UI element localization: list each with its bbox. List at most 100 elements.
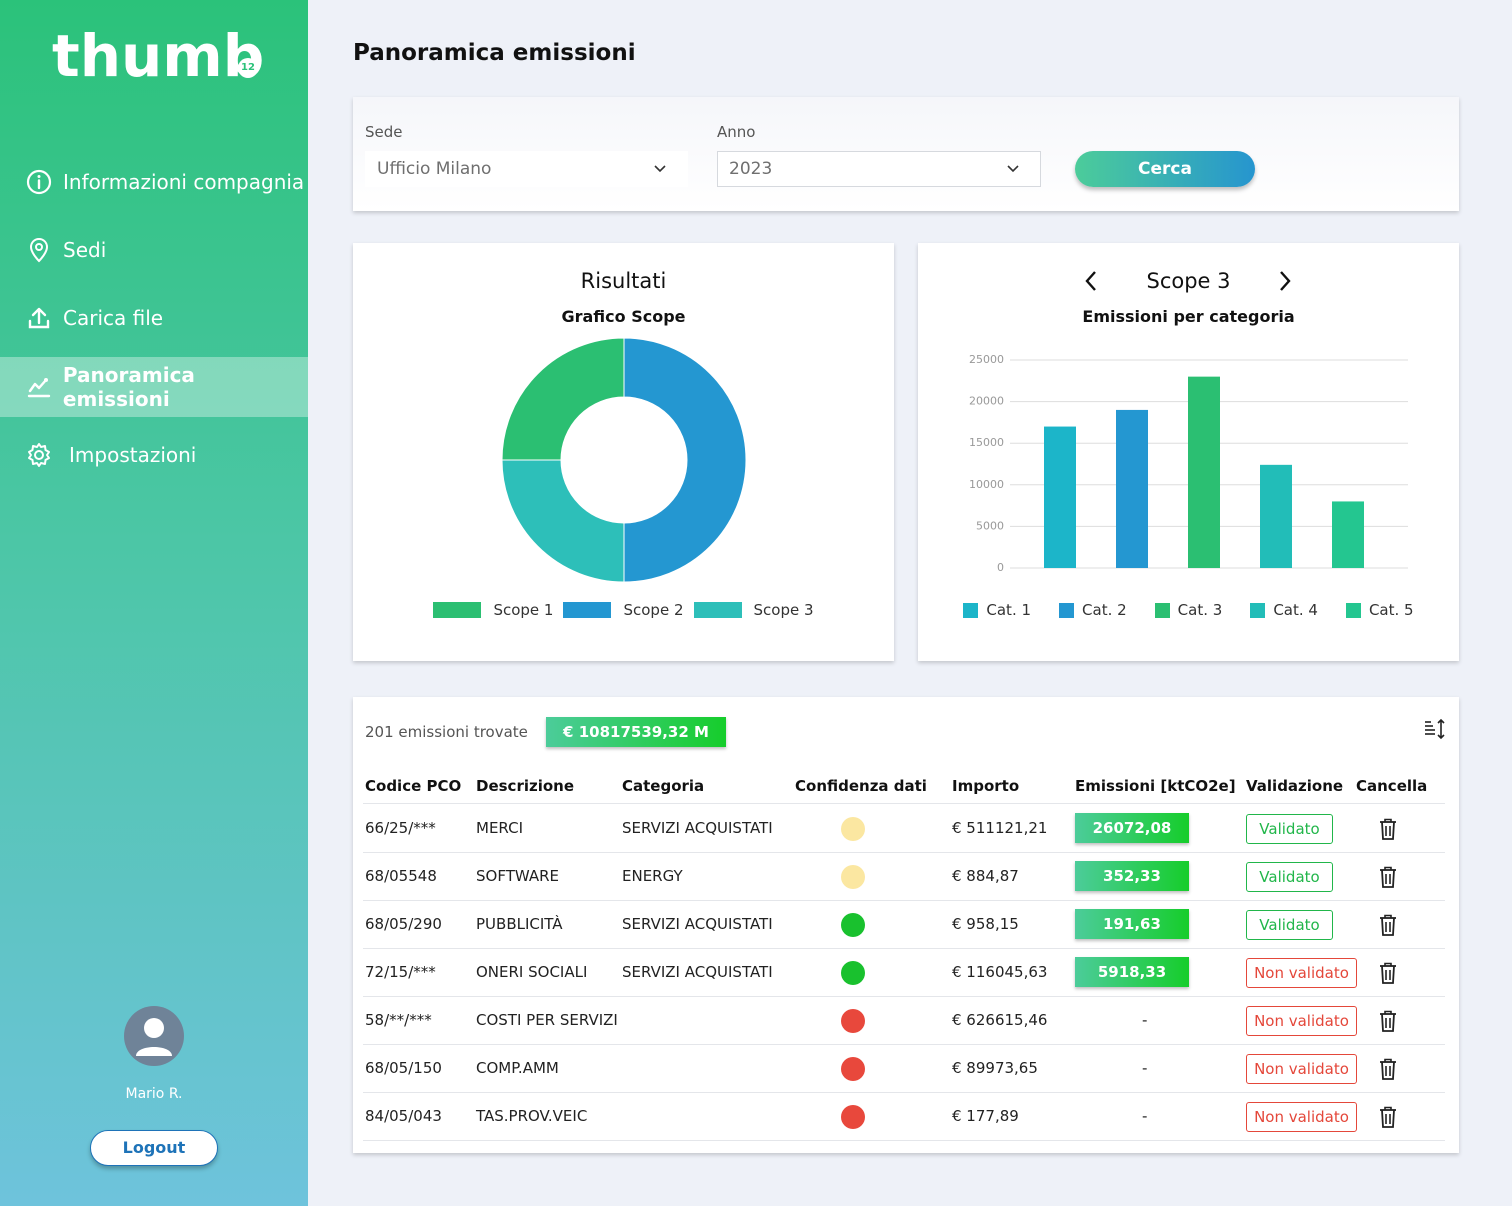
bar-cat-5 [1332,501,1364,568]
sede-label: Sede [365,123,403,141]
cell-categoria: ENERGY [622,867,683,885]
legend-swatch [1345,602,1361,618]
cell-categoria: SERVIZI ACQUISTATI [622,915,773,933]
validated-button[interactable]: Validato [1246,814,1333,844]
table-row: 58/**/*** COSTI PER SERVIZI € 626615,46 - No… [363,997,1445,1045]
cell-codice: 68/05/290 [365,915,442,933]
trash-icon[interactable] [1377,1105,1399,1129]
sidebar-item-label: Impostazioni [69,443,197,467]
logo-text: thumb [52,22,265,90]
trash-icon[interactable] [1377,1009,1399,1033]
bar-cat-1 [1044,426,1076,568]
sidebar-item-informazioni-compagnia[interactable]: Informazioni compagnia [0,152,308,212]
validated-button[interactable]: Validato [1246,910,1333,940]
donut-chart [501,337,747,583]
chevron-down-icon [1006,152,1020,198]
y-tick-label: 5000 [976,519,1004,532]
legend-label: Scope 3 [753,601,814,619]
cell-importo: € 511121,21 [952,819,1048,837]
trash-icon[interactable] [1377,913,1399,937]
trash-icon[interactable] [1377,817,1399,841]
not-validated-button[interactable]: Non validato [1246,1054,1357,1084]
cell-descrizione: SOFTWARE [476,867,560,885]
cell-descrizione: ONERI SOCIALI [476,963,588,981]
not-validated-button[interactable]: Non validato [1246,1102,1357,1132]
trash-icon[interactable] [1377,865,1399,889]
scope-chart-card: Risultati Grafico Scope Scope 1 Scope 2 Sc… [353,243,894,661]
page-title: Panoramica emissioni [353,40,636,66]
sidebar-item-carica-file[interactable]: Carica file [0,288,308,348]
confidence-dot [841,913,865,937]
validated-button[interactable]: Validato [1246,862,1333,892]
header-categoria: Categoria [622,777,705,795]
chevron-down-icon [653,152,667,198]
header-emissioni: Emissioni [ktCO2e] [1075,777,1236,795]
confidence-dot [841,1009,865,1033]
legend-swatch [693,602,742,618]
cell-importo: € 116045,63 [952,963,1048,981]
anno-label: Anno [717,123,756,141]
donut-legend: Scope 1 Scope 2 Scope 3 [353,601,894,619]
table-row: 68/05548 SOFTWARE ENERGY € 884,87 352,33 Vali… [363,853,1445,901]
not-validated-button[interactable]: Non validato [1246,1006,1357,1036]
header-codice: Codice PCO [365,777,462,795]
total-badge: € 10817539,32 M [546,717,726,747]
bar-chart: 0 5000 10000 15000 20000 25000 [969,353,1408,574]
y-tick-label: 15000 [969,436,1004,449]
cell-codice: 58/**/*** [365,1011,432,1029]
y-tick-label: 10000 [969,478,1004,491]
header-divider [363,803,1445,804]
cell-categoria: SERVIZI ACQUISTATI [622,963,773,981]
anno-value: 2023 [729,159,773,179]
emissions-badge: 26072,08 [1075,813,1189,843]
confidence-dot [841,1057,865,1081]
results-count: 201 emissioni trovate [365,723,528,741]
logout-button[interactable]: Logout [90,1130,218,1166]
trash-icon[interactable] [1377,961,1399,985]
cell-emissioni: - [1142,1059,1148,1077]
sort-icon[interactable] [1423,717,1447,741]
location-pin-icon [25,236,53,264]
legend-label: Cat. 2 [1082,601,1127,619]
trash-icon[interactable] [1377,1057,1399,1081]
y-tick-label: 20000 [969,395,1004,408]
sidebar-item-sedi[interactable]: Sedi [0,220,308,280]
next-scope-button[interactable] [1278,269,1292,299]
legend-label: Cat. 4 [1273,601,1318,619]
sidebar-item-label: Sedi [63,238,107,262]
logo: thumb [52,22,264,90]
emissions-badge: 5918,33 [1075,957,1189,987]
donut-slice-scope-2 [623,337,747,583]
header-importo: Importo [952,777,1020,795]
table-row: 68/05/150 COMP.AMM € 89973,65 - Non validato [363,1045,1445,1093]
legend-swatch [563,602,612,618]
cell-importo: € 177,89 [952,1107,1019,1125]
bar-cat-3 [1188,376,1220,568]
donut-slice-scope-1 [501,337,625,461]
table-row: 84/05/043 TAS.PROV.VEIC € 177,89 - Non valid… [363,1093,1445,1141]
cell-descrizione: PUBBLICITÀ [476,915,563,933]
sidebar-item-panoramica-emissioni[interactable]: Panoramica emissioni [0,357,308,417]
not-validated-button[interactable]: Non validato [1246,958,1357,988]
legend-swatch [1154,602,1170,618]
sede-select[interactable]: Ufficio Milano [365,151,688,187]
cell-descrizione: COMP.AMM [476,1059,559,1077]
sidebar-item-label: Panoramica emissioni [62,363,195,411]
cell-codice: 84/05/043 [365,1107,442,1125]
header-confidenza: Confidenza dati [795,777,927,795]
table-row: 66/25/*** MERCI SERVIZI ACQUISTATI € 511121… [363,805,1445,853]
gear-icon [25,441,53,469]
bar-cat-4 [1260,464,1292,568]
avatar [124,1006,184,1066]
search-button[interactable]: Cerca [1075,151,1255,187]
sidebar-item-impostazioni[interactable]: Impostazioni [0,425,308,485]
header-cancella: Cancella [1356,777,1428,795]
bar-cat-2 [1116,409,1148,568]
y-tick-label: 0 [997,561,1004,574]
anno-select[interactable]: 2023 [717,151,1041,187]
prev-scope-button[interactable] [1084,269,1098,299]
cell-descrizione: COSTI PER SERVIZI [476,1011,618,1029]
legend-label: Scope 1 [493,601,554,619]
emissions-table-card: 201 emissioni trovate € 10817539,32 M Co… [353,697,1459,1153]
legend-swatch [1059,602,1075,618]
